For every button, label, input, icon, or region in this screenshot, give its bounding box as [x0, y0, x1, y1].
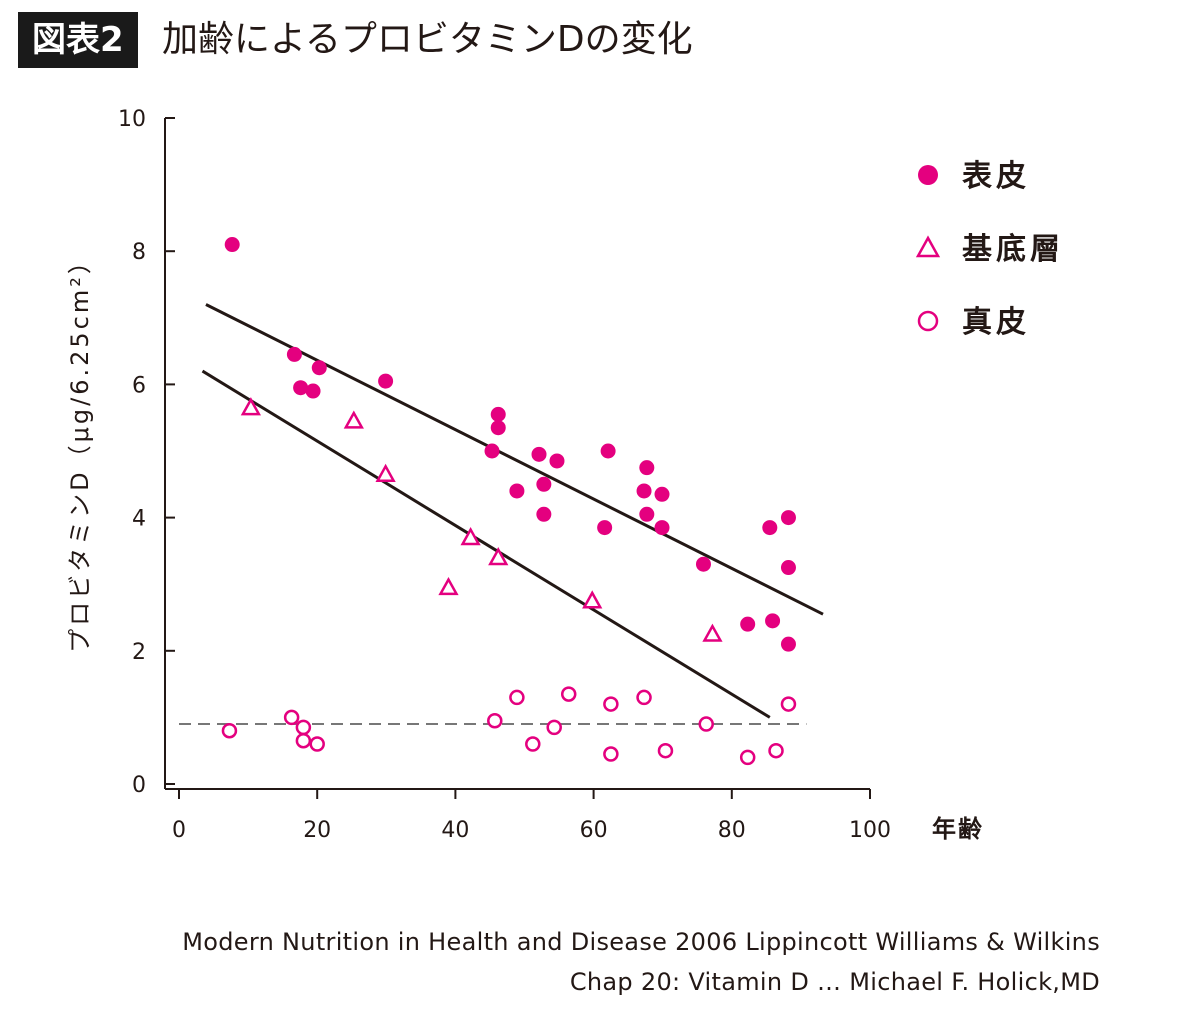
data-point: [375, 463, 396, 482]
data-point: [780, 636, 796, 652]
data-points: [221, 237, 797, 766]
y-tick-label: 4: [132, 507, 146, 532]
data-point: [546, 719, 562, 736]
y-tick-label: 10: [118, 107, 146, 132]
data-point: [295, 732, 312, 749]
figure-label: 図表2: [18, 12, 138, 68]
legend-label: 表皮: [962, 159, 1030, 194]
legend-label: 真皮: [962, 305, 1030, 340]
x-tick-label: 80: [718, 818, 746, 843]
data-point: [343, 410, 364, 429]
data-point: [536, 476, 552, 492]
data-point: [283, 709, 300, 726]
data-point: [438, 576, 459, 596]
data-point: [765, 613, 781, 629]
data-point: [639, 460, 655, 476]
data-point: [460, 527, 481, 546]
data-point: [739, 749, 756, 766]
data-point: [762, 520, 778, 536]
y-tick-label: 8: [132, 240, 146, 265]
data-point: [695, 556, 711, 572]
data-point: [582, 590, 603, 609]
data-point: [740, 616, 756, 632]
data-point: [536, 506, 552, 522]
data-point: [509, 689, 525, 706]
data-point: [221, 722, 238, 739]
chart-title: 加齢によるプロビタミンDの変化: [162, 19, 693, 60]
data-point: [654, 520, 670, 536]
data-point: [549, 453, 565, 469]
data-point: [224, 237, 240, 253]
x-tick-label: 40: [441, 818, 469, 843]
trend-lines: [179, 303, 824, 726]
data-point: [490, 420, 506, 436]
source-line-2: Chap 20: Vitamin D … Michael F. Holick,M…: [569, 968, 1100, 996]
data-point: [636, 483, 652, 499]
data-point: [509, 483, 525, 499]
data-point: [639, 506, 655, 522]
data-point: [286, 346, 302, 362]
data-point: [531, 446, 547, 462]
y-axis-label: プロビタミンD（μg/6.25cm²）: [66, 247, 94, 653]
data-point: [657, 742, 674, 759]
data-point: [293, 380, 309, 396]
x-tick-label: 100: [849, 818, 891, 843]
data-point: [780, 560, 796, 576]
y-tick-label: 2: [132, 640, 146, 665]
y-tick-label: 6: [132, 373, 146, 398]
trend-line: [201, 369, 771, 719]
data-point: [488, 546, 509, 566]
y-tick-label: 0: [132, 773, 146, 798]
x-axis-label: 年齢: [932, 815, 984, 843]
data-point: [560, 686, 577, 702]
x-tick-label: 60: [580, 818, 608, 843]
data-point: [309, 736, 325, 752]
data-point: [378, 373, 394, 389]
data-point: [702, 623, 723, 642]
data-point: [597, 520, 613, 536]
data-point: [768, 742, 784, 759]
data-point: [305, 383, 321, 399]
source-line-1: Modern Nutrition in Health and Disease 2…: [182, 928, 1100, 956]
legend-label: 基底層: [962, 232, 1064, 267]
data-point: [311, 360, 327, 376]
data-point: [603, 696, 619, 712]
legend-marker: [917, 310, 939, 332]
data-point: [490, 406, 506, 422]
data-point: [487, 712, 503, 729]
data-point: [654, 486, 670, 502]
data-point: [698, 716, 714, 732]
x-tick-label: 0: [172, 818, 186, 843]
data-point: [240, 397, 261, 416]
data-point: [484, 443, 500, 459]
trend-line: [205, 303, 824, 616]
legend-marker: [915, 235, 941, 258]
data-point: [600, 443, 616, 459]
data-point: [295, 719, 312, 736]
data-point: [780, 696, 797, 712]
data-point: [525, 736, 541, 752]
data-point: [603, 746, 619, 762]
data-point: [636, 689, 652, 706]
legend-marker: [918, 165, 938, 185]
data-point: [780, 510, 796, 526]
x-tick-label: 20: [303, 818, 331, 843]
